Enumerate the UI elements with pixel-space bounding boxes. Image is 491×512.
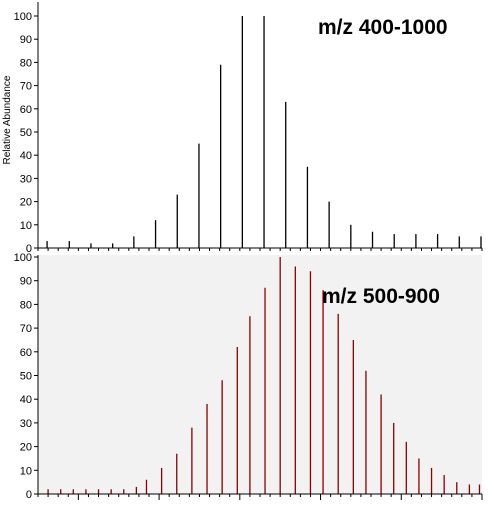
bottom-y-tick-label: 90 (20, 276, 32, 288)
top-y-tick-label: 10 (20, 220, 32, 232)
bottom-y-tick-label: 30 (20, 418, 32, 430)
bottom-x-ticks (37, 494, 483, 500)
bottom-y-tick-label: 40 (20, 394, 32, 406)
top-y-tick-label: 40 (20, 150, 32, 162)
top-y-tick-label: 90 (20, 34, 32, 46)
bottom-mz-annotation: m/z 500-900 (322, 285, 440, 308)
bottom-y-tick-label: 50 (20, 371, 32, 383)
top-y-tick-label: 0 (26, 243, 32, 255)
bottom-y-tick-label: 10 (20, 465, 32, 477)
top-y-tick-label: 30 (20, 173, 32, 185)
top-y-ticks: 0 10 20 30 40 50 60 70 80 90 100 (14, 11, 483, 255)
bottom-y-tick-label: 80 (20, 299, 32, 311)
bottom-peaks-group (47, 257, 481, 494)
bottom-y-tick-label: 20 (20, 442, 32, 454)
bottom-plot-area (38, 255, 482, 494)
top-y-tick-label: 50 (20, 127, 32, 139)
top-y-tick-label: 70 (20, 81, 32, 93)
bottom-y-tick-label: 100 (14, 252, 32, 264)
bottom-y-ticks: 0 10 20 30 40 50 60 70 80 90 100 (14, 252, 38, 501)
bottom-y-tick-label: 0 (26, 489, 32, 501)
top-y-axis-label: Relative Abundance (2, 75, 13, 164)
top-mz-annotation: m/z 400-1000 (318, 16, 448, 39)
bottom-y-tick-label: 60 (20, 347, 32, 359)
top-y-tick-label: 100 (14, 11, 32, 23)
bottom-y-tick-label: 70 (20, 323, 32, 335)
top-peaks-group (46, 16, 482, 248)
top-y-tick-label: 20 (20, 197, 32, 209)
top-y-tick-label: 80 (20, 57, 32, 69)
top-plot-area (38, 2, 482, 248)
top-y-tick-label: 60 (20, 104, 32, 116)
